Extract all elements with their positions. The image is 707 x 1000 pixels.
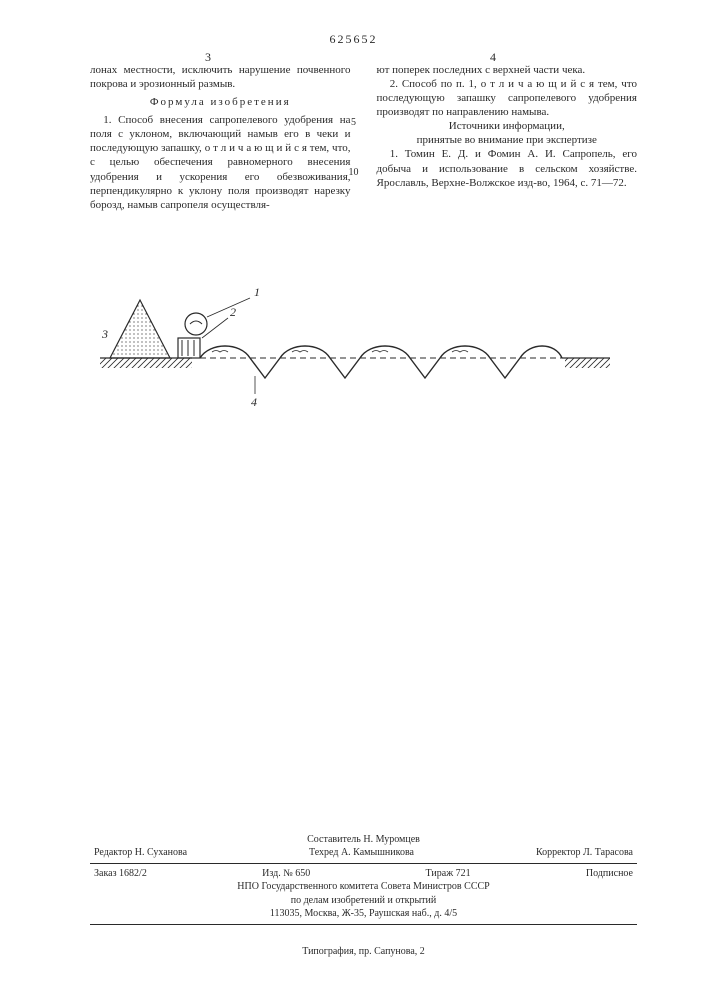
org-2: по делам изобретений и открытий [90,894,637,908]
printer: Типография, пр. Сапунова, 2 [90,945,637,959]
patent-number: 625652 [0,32,707,47]
figure: 1 2 3 4 [100,280,610,410]
footer-rule-1 [90,863,637,864]
fig-label-4: 4 [251,395,257,409]
org-1: НПО Государственного комитета Совета Мин… [90,880,637,894]
body-columns: лонах местности, исключить нарушение поч… [90,63,637,212]
formula-heading: Формула изобретения [90,95,351,109]
right-column: ют поперек последних с верхней части чек… [377,63,638,212]
right-cont: ют поперек последних с верхней части чек… [377,63,638,77]
fig-label-1: 1 [254,285,260,299]
sources-heading-2: принятые во внимание при экспертизе [377,133,638,147]
sign: Подписное [586,867,633,881]
org-addr: 113035, Москва, Ж-35, Раушская наб., д. … [90,907,637,921]
corrector: Корректор Л. Тарасова [536,846,633,860]
techred: Техред А. Камышникова [309,846,414,860]
editor: Редактор Н. Суханова [94,846,187,860]
left-cont: лонах местности, исключить нарушение поч… [90,63,351,91]
claim-1: 1. Способ внесения сапропелевого удобрен… [90,113,351,212]
footer-block: Составитель Н. Муромцев Редактор Н. Суха… [90,833,637,959]
footer-rule-2 [90,924,637,925]
fig-label-3: 3 [101,327,108,341]
left-column: лонах местности, исключить нарушение поч… [90,63,351,212]
tirazh: Тираж 721 [426,867,471,881]
fig-label-2: 2 [230,305,236,319]
izd-no: Изд. № 650 [262,867,310,881]
order-no: Заказ 1682/2 [94,867,147,881]
claim-2: 2. Способ по п. 1, о т л и ч а ю щ и й с… [377,77,638,119]
compiler: Составитель Н. Муромцев [90,833,637,847]
sources-heading-1: Источники информации, [377,119,638,133]
source-1: 1. Томин Е. Д. и Фомин А. И. Сапропель, … [377,147,638,189]
